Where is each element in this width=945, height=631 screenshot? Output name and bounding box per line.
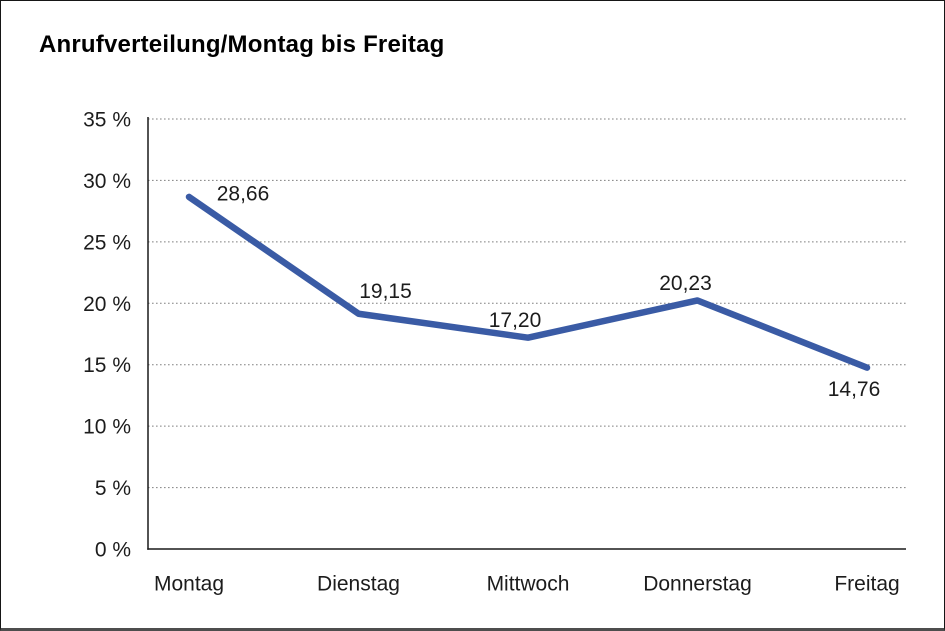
x-category-label: Dienstag [317,573,400,596]
y-tick-label: 30 % [83,170,131,193]
y-tick-label: 15 % [83,354,131,377]
y-tick-label: 35 % [83,109,131,132]
data-point-label: 20,23 [659,272,712,295]
x-category-label: Mittwoch [487,573,570,596]
x-category-label: Donnerstag [643,573,752,596]
data-point-label: 14,76 [828,378,881,401]
data-point-label: 28,66 [217,182,270,205]
y-tick-label: 0 % [95,539,131,562]
y-tick-label: 20 % [83,293,131,316]
x-category-label: Montag [154,573,224,596]
y-tick-label: 10 % [83,416,131,439]
data-point-label: 17,20 [489,309,542,332]
y-tick-label: 25 % [83,231,131,254]
data-series-line [185,193,871,371]
data-point-label: 19,15 [359,280,412,303]
chart-title: Anrufverteilung/Montag bis Freitag [39,31,445,58]
x-category-label: Freitag [834,573,899,596]
y-tick-label: 5 % [95,477,131,500]
